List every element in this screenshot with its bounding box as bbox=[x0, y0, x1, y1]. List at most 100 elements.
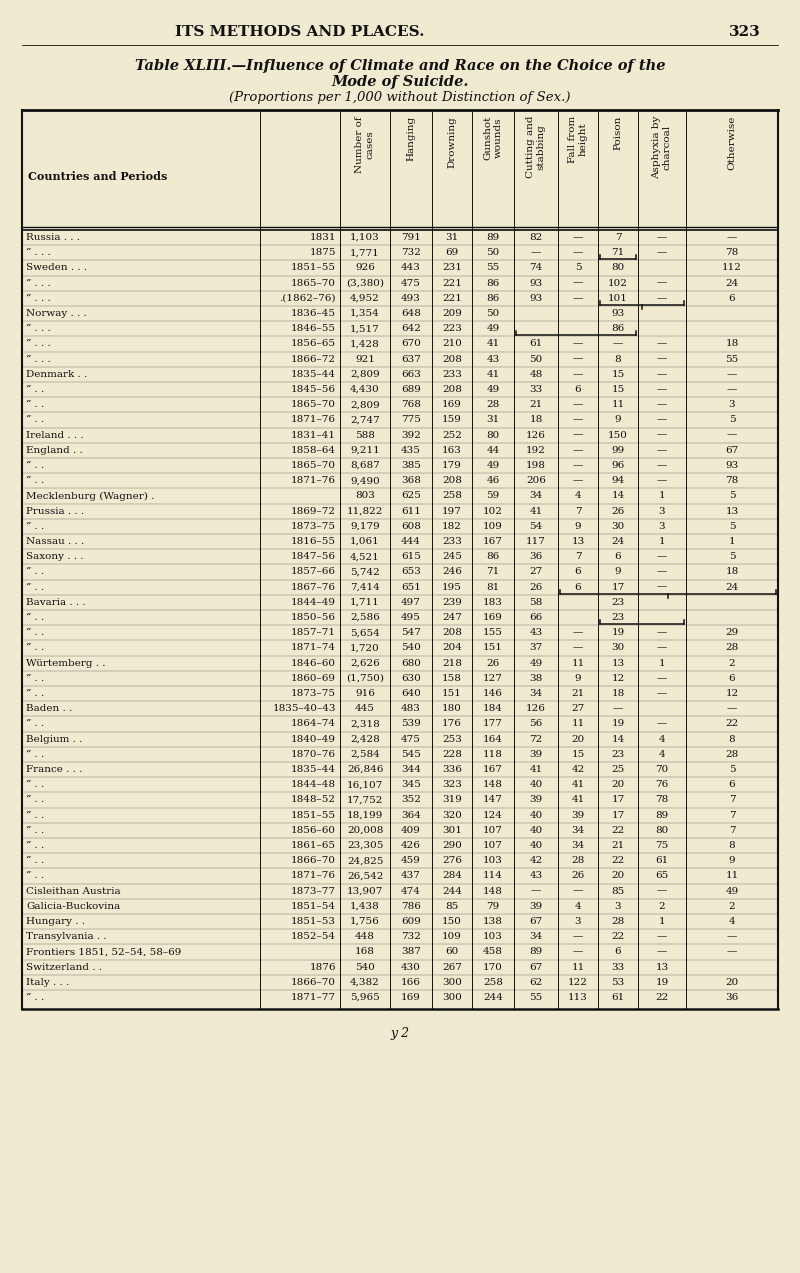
Text: ” . .: ” . . bbox=[26, 476, 44, 485]
Text: 61: 61 bbox=[530, 340, 542, 349]
Text: 1866–72: 1866–72 bbox=[291, 355, 336, 364]
Text: 209: 209 bbox=[442, 309, 462, 318]
Text: 1,771: 1,771 bbox=[350, 248, 380, 257]
Text: —: — bbox=[613, 340, 623, 349]
Text: 495: 495 bbox=[401, 614, 421, 622]
Text: 284: 284 bbox=[442, 872, 462, 881]
Text: Norway . . .: Norway . . . bbox=[26, 309, 86, 318]
Text: —: — bbox=[657, 568, 667, 577]
Text: 3: 3 bbox=[614, 901, 622, 911]
Text: Hanging: Hanging bbox=[406, 116, 415, 162]
Text: 126: 126 bbox=[526, 704, 546, 713]
Text: 608: 608 bbox=[401, 522, 421, 531]
Text: 1871–76: 1871–76 bbox=[291, 476, 336, 485]
Text: 4: 4 bbox=[574, 491, 582, 500]
Text: 1,438: 1,438 bbox=[350, 901, 380, 911]
Text: 208: 208 bbox=[442, 629, 462, 638]
Text: 345: 345 bbox=[401, 780, 421, 789]
Text: 1871–76: 1871–76 bbox=[291, 415, 336, 424]
Text: 19: 19 bbox=[611, 719, 625, 728]
Text: 40: 40 bbox=[530, 780, 542, 789]
Text: 319: 319 bbox=[442, 796, 462, 805]
Text: ” . .: ” . . bbox=[26, 415, 44, 424]
Text: Poison: Poison bbox=[614, 116, 622, 150]
Text: 169: 169 bbox=[401, 993, 421, 1002]
Text: 9: 9 bbox=[614, 568, 622, 577]
Text: 12: 12 bbox=[611, 673, 625, 682]
Text: 13: 13 bbox=[571, 537, 585, 546]
Text: 29: 29 bbox=[726, 629, 738, 638]
Text: 625: 625 bbox=[401, 491, 421, 500]
Text: 43: 43 bbox=[530, 872, 542, 881]
Text: 14: 14 bbox=[611, 491, 625, 500]
Text: ” . .: ” . . bbox=[26, 780, 44, 789]
Text: 25: 25 bbox=[611, 765, 625, 774]
Text: 85: 85 bbox=[611, 887, 625, 896]
Text: 55: 55 bbox=[530, 993, 542, 1002]
Text: 206: 206 bbox=[526, 476, 546, 485]
Text: 1,061: 1,061 bbox=[350, 537, 380, 546]
Text: 2,809: 2,809 bbox=[350, 370, 380, 379]
Text: 31: 31 bbox=[486, 415, 500, 424]
Text: ” . .: ” . . bbox=[26, 629, 44, 638]
Text: 36: 36 bbox=[530, 552, 542, 561]
Text: ” . . .: ” . . . bbox=[26, 294, 50, 303]
Text: ” . .: ” . . bbox=[26, 583, 44, 592]
Text: 23,305: 23,305 bbox=[347, 841, 383, 850]
Text: 113: 113 bbox=[568, 993, 588, 1002]
Text: 75: 75 bbox=[655, 841, 669, 850]
Text: 276: 276 bbox=[442, 857, 462, 866]
Text: 1836–45: 1836–45 bbox=[291, 309, 336, 318]
Text: —: — bbox=[657, 233, 667, 242]
Text: 41: 41 bbox=[530, 765, 542, 774]
Text: 1845–56: 1845–56 bbox=[291, 386, 336, 395]
Text: Mode of Suicide.: Mode of Suicide. bbox=[331, 75, 469, 89]
Text: —: — bbox=[531, 887, 541, 896]
Text: 1866–70: 1866–70 bbox=[291, 857, 336, 866]
Text: 611: 611 bbox=[401, 507, 421, 516]
Text: 49: 49 bbox=[726, 887, 738, 896]
Text: 5,965: 5,965 bbox=[350, 993, 380, 1002]
Text: —: — bbox=[613, 704, 623, 713]
Text: ” . . .: ” . . . bbox=[26, 325, 50, 334]
Text: 180: 180 bbox=[442, 704, 462, 713]
Text: 50: 50 bbox=[486, 248, 500, 257]
Text: 62: 62 bbox=[530, 978, 542, 987]
Text: 40: 40 bbox=[530, 811, 542, 820]
Text: 4: 4 bbox=[574, 901, 582, 911]
Text: —: — bbox=[657, 887, 667, 896]
Text: 9: 9 bbox=[574, 673, 582, 682]
Text: 301: 301 bbox=[442, 826, 462, 835]
Text: 112: 112 bbox=[722, 264, 742, 272]
Text: 1,428: 1,428 bbox=[350, 340, 380, 349]
Text: 290: 290 bbox=[442, 841, 462, 850]
Text: 352: 352 bbox=[401, 796, 421, 805]
Text: 27: 27 bbox=[530, 568, 542, 577]
Text: 11: 11 bbox=[726, 872, 738, 881]
Text: 244: 244 bbox=[483, 993, 503, 1002]
Text: 86: 86 bbox=[486, 279, 500, 288]
Text: 5,654: 5,654 bbox=[350, 629, 380, 638]
Text: 258: 258 bbox=[442, 491, 462, 500]
Text: 7: 7 bbox=[729, 811, 735, 820]
Text: 258: 258 bbox=[483, 978, 503, 987]
Text: 8: 8 bbox=[614, 355, 622, 364]
Text: ” . .: ” . . bbox=[26, 841, 44, 850]
Text: 2: 2 bbox=[729, 901, 735, 911]
Text: 74: 74 bbox=[530, 264, 542, 272]
Text: 7: 7 bbox=[614, 233, 622, 242]
Text: 18: 18 bbox=[611, 689, 625, 698]
Text: 33: 33 bbox=[530, 386, 542, 395]
Text: 23: 23 bbox=[611, 750, 625, 759]
Text: 239: 239 bbox=[442, 598, 462, 607]
Text: 2,586: 2,586 bbox=[350, 614, 380, 622]
Text: ” . .: ” . . bbox=[26, 386, 44, 395]
Text: 159: 159 bbox=[442, 415, 462, 424]
Text: Sweden . . .: Sweden . . . bbox=[26, 264, 87, 272]
Text: 2,809: 2,809 bbox=[350, 400, 380, 410]
Text: 42: 42 bbox=[571, 765, 585, 774]
Text: 588: 588 bbox=[355, 430, 375, 439]
Text: 267: 267 bbox=[442, 962, 462, 971]
Text: ” . .: ” . . bbox=[26, 689, 44, 698]
Text: 208: 208 bbox=[442, 476, 462, 485]
